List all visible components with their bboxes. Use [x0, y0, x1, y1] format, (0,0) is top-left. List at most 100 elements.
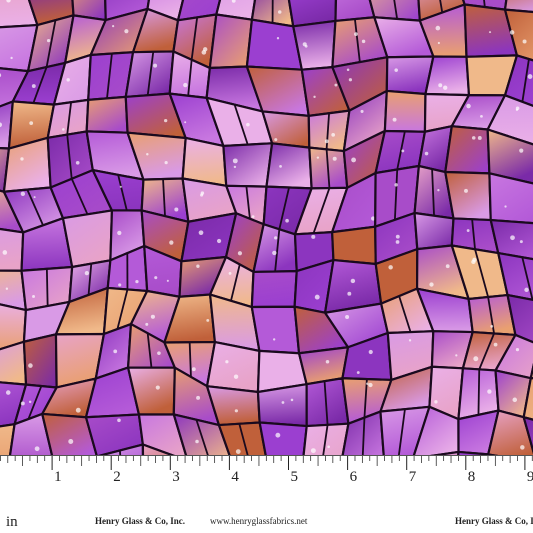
speckle [225, 360, 229, 364]
speckle [509, 30, 515, 35]
speckle [515, 108, 519, 111]
speckle [145, 322, 149, 326]
tile-split [230, 264, 241, 302]
mosaic-tile [208, 13, 254, 70]
mosaic-tile [265, 142, 313, 190]
mosaic-tile [141, 443, 175, 455]
ruler-label: 6 [350, 469, 358, 485]
speckle [443, 85, 448, 90]
tile-split [323, 381, 329, 425]
speckle [28, 400, 32, 404]
speckle [512, 397, 518, 403]
speckle [272, 250, 277, 256]
tile-split [32, 66, 48, 104]
tile-split [70, 178, 89, 215]
speckle [201, 50, 207, 55]
tile-split [117, 174, 128, 211]
speckle [515, 348, 520, 352]
tile-split [431, 168, 435, 216]
speckle [510, 235, 515, 241]
speckle [274, 138, 278, 142]
speckle [166, 279, 169, 282]
tile-split [521, 257, 533, 300]
tile-split [146, 51, 155, 96]
speckle [314, 294, 320, 300]
mosaic-tile [292, 19, 337, 71]
speckle [360, 109, 364, 113]
speckle [32, 294, 36, 298]
speckle [392, 117, 397, 122]
speckle [5, 390, 11, 395]
speckle [401, 149, 405, 153]
mosaic-tile [522, 416, 533, 455]
speckle [471, 136, 476, 140]
speckle [251, 215, 255, 218]
speckle [331, 132, 336, 137]
ruler-label: 2 [113, 469, 121, 485]
brand-right: Henry Glass & Co, Inc. [455, 516, 533, 526]
tile-split [87, 263, 93, 296]
tile-split [190, 17, 199, 60]
speckle [195, 439, 199, 444]
tile-split [478, 333, 495, 370]
speckle [368, 349, 373, 355]
speckle [368, 382, 373, 388]
speckle [68, 438, 74, 444]
mosaic-tile [250, 305, 301, 355]
speckle [228, 271, 232, 275]
speckle [504, 205, 507, 208]
speckle [184, 121, 187, 124]
speckle [231, 0, 236, 3]
speckle [274, 236, 278, 240]
speckle [466, 229, 470, 232]
mosaic-tile [98, 443, 145, 455]
speckle [519, 148, 524, 153]
speckle [366, 382, 369, 385]
mosaic-tile [22, 333, 58, 389]
speckle [524, 287, 529, 293]
speckle [445, 264, 450, 269]
mosaic-tile [41, 412, 98, 455]
speckle [327, 445, 330, 449]
speckle [169, 240, 174, 245]
speckle [354, 32, 358, 37]
speckle [216, 238, 222, 244]
tile-split [233, 104, 249, 145]
speckle [473, 356, 479, 362]
speckle [196, 264, 200, 268]
speckle [124, 29, 129, 34]
tile-split [474, 249, 489, 298]
ruler-label: 3 [172, 469, 180, 485]
speckle [316, 156, 320, 159]
speckle [66, 78, 70, 82]
speckle [395, 234, 400, 239]
ruler-label: 5 [291, 469, 299, 485]
tile-split [398, 295, 412, 333]
speckle [276, 37, 280, 40]
tile-split [521, 58, 530, 102]
mosaic-tile [457, 450, 490, 455]
speckle [117, 418, 121, 423]
speckle [20, 401, 25, 406]
mosaic-tile [430, 450, 460, 455]
ruler: 1 2 3 4 5 6 7 8 9 [0, 456, 533, 485]
speckle [388, 265, 393, 270]
speckle [464, 188, 468, 193]
speckle [183, 82, 188, 88]
tile-split [187, 59, 193, 96]
speckle [112, 25, 115, 28]
tile-split [312, 187, 331, 234]
speckle [325, 360, 330, 364]
website: www.henryglassfabrics.net [210, 516, 308, 526]
mosaic-tile [256, 383, 308, 428]
mosaic-tile [424, 55, 471, 97]
speckle [157, 351, 161, 355]
speckle [5, 287, 9, 290]
speckle [487, 389, 492, 394]
mosaic-tile [522, 377, 533, 421]
tile-split [439, 0, 444, 13]
tile-split [195, 419, 209, 455]
speckle [155, 385, 160, 390]
speckle [135, 280, 139, 284]
speckle [75, 407, 81, 413]
